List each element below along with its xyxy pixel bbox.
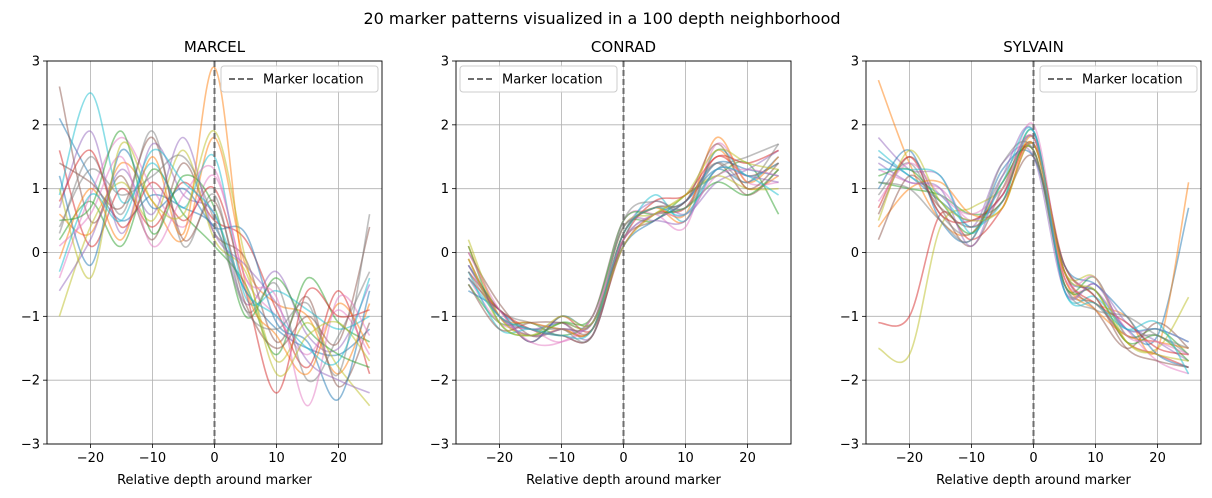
x-tick-label: 10 [268, 451, 285, 466]
series-line-10 [58, 92, 370, 330]
y-tick-label: −1 [840, 310, 859, 325]
series-line-14 [58, 149, 370, 394]
legend-label: Marker location [263, 73, 364, 88]
series-line-20 [878, 126, 1190, 375]
x-tick-label: 20 [739, 451, 756, 466]
x-axis-label: Relative depth around marker [117, 473, 312, 488]
y-tick-label: 1 [32, 182, 40, 197]
y-tick-label: −3 [430, 438, 449, 453]
x-tick-label: 0 [210, 451, 218, 466]
legend-box [459, 65, 618, 93]
y-tick-label: −2 [840, 374, 859, 389]
y-tick-label: 3 [32, 55, 40, 70]
x-tick-label: 0 [1029, 451, 1037, 466]
legend-box [1039, 65, 1198, 93]
y-tick-label: −1 [21, 310, 40, 325]
series-line-19 [467, 148, 779, 337]
series-line-19 [58, 130, 371, 377]
x-tick-label: 0 [619, 451, 627, 466]
y-tick-label: 0 [851, 246, 859, 261]
x-tick-label: −20 [486, 451, 513, 466]
series-line-18 [878, 140, 1189, 350]
legend: Marker location [1039, 65, 1198, 93]
panel-title: CONRAD [591, 38, 656, 56]
x-tick-label: 10 [677, 451, 694, 466]
y-tick-label: 2 [441, 118, 449, 133]
y-tick-label: −3 [21, 438, 40, 453]
y-tick-label: 3 [851, 55, 859, 70]
x-axis-label: Relative depth around marker [936, 473, 1131, 488]
series-line-17 [58, 155, 371, 407]
y-tick-label: 2 [851, 118, 859, 133]
x-tick-label: −10 [958, 451, 985, 466]
panel-title: MARCEL [184, 38, 246, 56]
x-tick-label: −10 [139, 451, 166, 466]
y-tick-label: 1 [441, 182, 449, 197]
y-tick-label: −1 [430, 310, 449, 325]
series-line-17 [467, 168, 779, 347]
x-tick-label: −20 [896, 451, 923, 466]
x-tick-label: 10 [1087, 451, 1104, 466]
series-group [877, 79, 1190, 375]
y-tick-label: −2 [430, 374, 449, 389]
x-tick-label: 20 [1149, 451, 1166, 466]
legend: Marker location [220, 65, 379, 93]
x-tick-label: −20 [77, 451, 104, 466]
series-line-17 [877, 134, 1189, 356]
series-line-20 [467, 166, 780, 340]
series-line-7 [878, 122, 1189, 375]
legend-box [220, 65, 379, 93]
y-tick-label: 0 [32, 246, 40, 261]
series-line-12 [58, 66, 371, 376]
figure-title: 20 marker patterns visualized in a 100 d… [363, 9, 840, 28]
x-tick-label: 20 [330, 451, 347, 466]
series-line-18 [58, 154, 371, 377]
y-tick-label: 0 [441, 246, 449, 261]
panel-title: SYLVAIN [1003, 38, 1064, 56]
x-axis-label: Relative depth around marker [526, 473, 721, 488]
legend: Marker location [459, 65, 618, 93]
x-tick-label: −10 [548, 451, 575, 466]
y-tick-label: −3 [840, 438, 859, 453]
y-tick-label: 2 [32, 118, 40, 133]
legend-label: Marker location [502, 73, 603, 88]
y-tick-label: 3 [441, 55, 449, 70]
y-tick-label: −2 [21, 374, 40, 389]
series-line-15 [58, 136, 370, 394]
y-tick-label: 1 [851, 182, 859, 197]
legend-label: Marker location [1082, 73, 1183, 88]
